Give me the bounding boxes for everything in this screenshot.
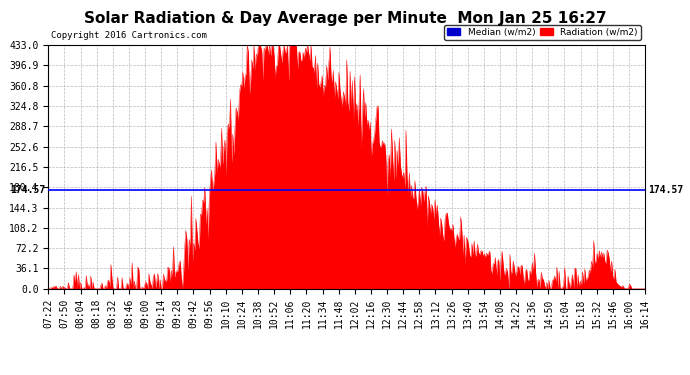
Legend: Median (w/m2), Radiation (w/m2): Median (w/m2), Radiation (w/m2) <box>444 25 640 39</box>
Text: 174.57: 174.57 <box>10 186 46 195</box>
Text: Solar Radiation & Day Average per Minute  Mon Jan 25 16:27: Solar Radiation & Day Average per Minute… <box>83 11 607 26</box>
Text: 174.57: 174.57 <box>648 186 683 195</box>
Text: Copyright 2016 Cartronics.com: Copyright 2016 Cartronics.com <box>51 31 207 40</box>
